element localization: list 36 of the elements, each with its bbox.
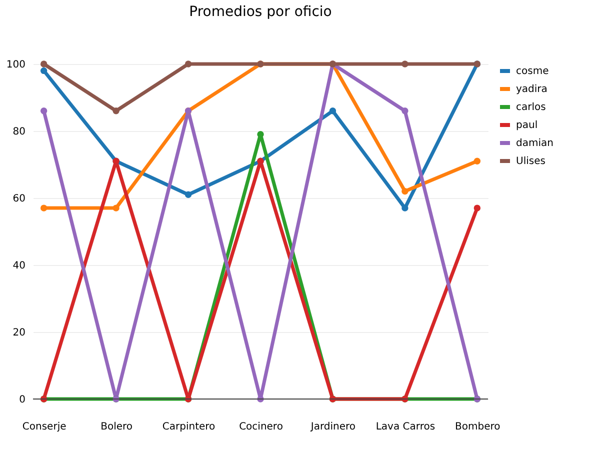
point xyxy=(40,67,48,74)
x-tick-label: Lava Carros xyxy=(376,422,436,432)
point xyxy=(40,204,48,212)
legend-label: carlos xyxy=(516,102,546,113)
point xyxy=(402,60,408,68)
legend-label: Ulises xyxy=(516,156,546,167)
x-tick-label: Bolero xyxy=(100,422,133,432)
chart-title: Promedios por oficio xyxy=(189,4,332,20)
x-tick-label: Jardinero xyxy=(310,422,356,432)
y-tick-label: 0 xyxy=(19,394,26,406)
point xyxy=(40,108,48,114)
legend-label: paul xyxy=(516,120,538,131)
point xyxy=(474,204,481,212)
legend-label: yadira xyxy=(516,84,548,95)
y-tick-label: 100 xyxy=(6,60,26,70)
legend-label: damian xyxy=(516,138,554,149)
point xyxy=(329,108,336,114)
legend-label: cosme xyxy=(516,66,549,77)
x-tick-label: Cocinero xyxy=(239,422,283,432)
point xyxy=(112,108,120,114)
point xyxy=(40,60,48,68)
y-tick-label: 20 xyxy=(12,328,26,338)
y-tick-label: 40 xyxy=(12,260,26,272)
x-tick-label: Conserje xyxy=(22,422,66,432)
x-tick-label: Carpintero xyxy=(162,422,216,432)
point xyxy=(402,108,408,114)
y-tick-label: 60 xyxy=(12,194,26,204)
point xyxy=(402,204,408,212)
point xyxy=(184,60,192,68)
point xyxy=(112,204,120,212)
point xyxy=(257,131,264,138)
point xyxy=(474,158,481,164)
y-tick-label: 80 xyxy=(12,126,26,138)
point xyxy=(402,188,408,195)
x-tick-label: Bombero xyxy=(455,422,500,432)
point xyxy=(184,191,192,198)
